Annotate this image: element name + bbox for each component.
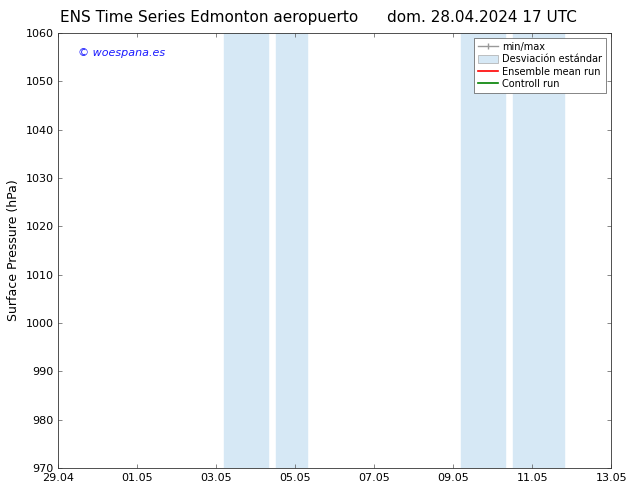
Bar — [461, 33, 505, 468]
Text: © woespana.es: © woespana.es — [78, 48, 165, 58]
Legend: min/max, Desviación estándar, Ensemble mean run, Controll run: min/max, Desviación estándar, Ensemble m… — [474, 38, 606, 93]
Bar — [224, 33, 268, 468]
Bar — [512, 33, 564, 468]
Y-axis label: Surface Pressure (hPa): Surface Pressure (hPa) — [7, 180, 20, 321]
Text: ENS Time Series Edmonton aeropuerto: ENS Time Series Edmonton aeropuerto — [60, 10, 358, 25]
Bar — [276, 33, 307, 468]
Text: dom. 28.04.2024 17 UTC: dom. 28.04.2024 17 UTC — [387, 10, 577, 25]
